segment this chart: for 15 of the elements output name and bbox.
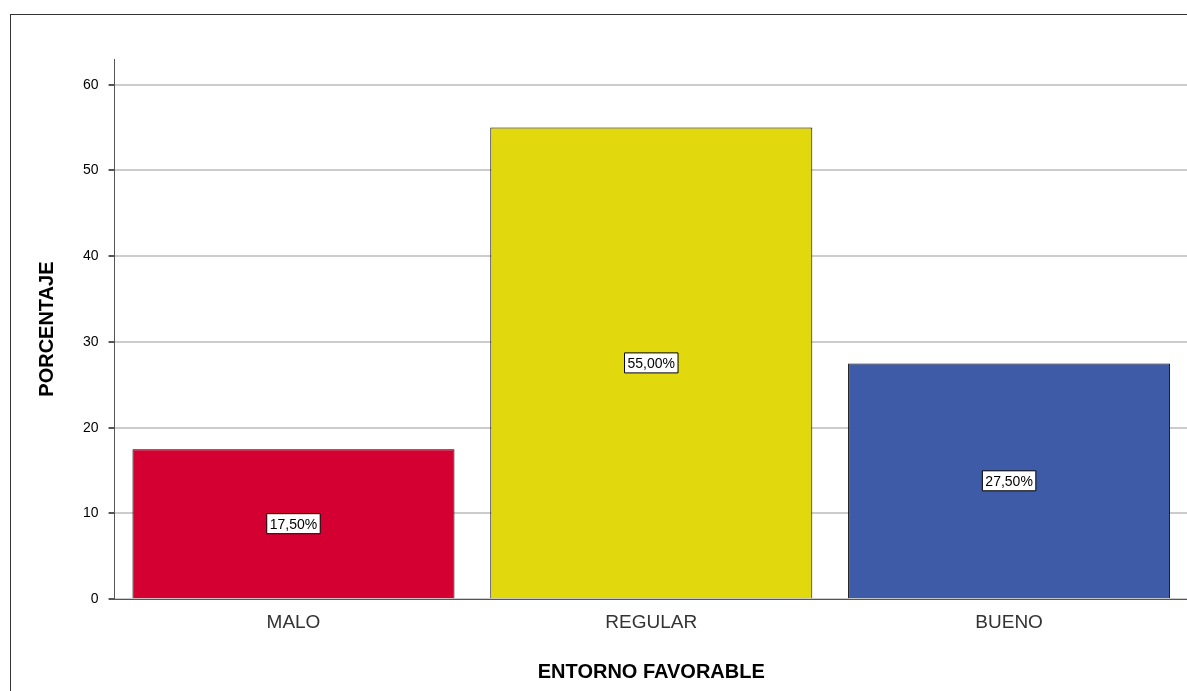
y-tick-label: 60 [82,75,99,92]
y-tick-label: 30 [82,332,99,349]
x-tick-label: BUENO [975,610,1043,632]
data-label: 55,00% [627,354,676,371]
y-axis-title: PORCENTAJE [34,261,57,397]
x-tick-label: MALO [266,610,321,632]
y-tick-label: 40 [82,247,99,264]
y-tick-label: 20 [82,418,99,435]
y-tick-label: 50 [82,161,99,178]
x-axis-title: ENTORNO FAVORABLE [537,659,765,682]
y-tick-label: 0 [90,590,99,607]
y-tick-label: 10 [82,504,99,521]
x-tick-label: REGULAR [605,610,698,632]
data-label: 27,50% [985,472,1033,489]
data-label: 17,50% [269,515,318,532]
